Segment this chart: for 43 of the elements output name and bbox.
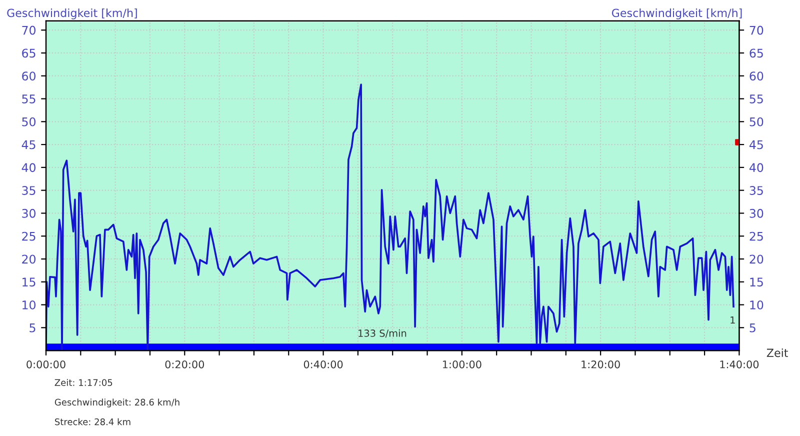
text: Geschwindigkeit: 28.6 km/h [54, 398, 180, 408]
y2-tick-label: 25 [750, 232, 763, 241]
y2-tick-label: 15 [750, 278, 763, 287]
y2-tick-label: 70 [750, 26, 764, 35]
annotation: 1 [730, 316, 735, 324]
x-tick-label: 0:00:00 [26, 360, 66, 368]
y-tick-label: 50 [22, 117, 36, 126]
text: Strecke: 28.4 km [54, 418, 130, 426]
y2-tick-label: 40 [750, 163, 764, 172]
y-tick-label: 60 [22, 72, 36, 81]
y-tick-label: 45 [22, 140, 36, 150]
y2-tick-label: 20 [750, 254, 764, 264]
y-tick-label: 10 [22, 300, 36, 310]
y2-tick-label: 55 [750, 94, 763, 104]
y-tick-label: 15 [22, 278, 36, 287]
y-tick-label: 70 [22, 26, 36, 35]
y2-tick-label: 50 [750, 117, 764, 126]
y2-tick-label: 60 [750, 72, 764, 81]
x-tick-label: 0:40:00 [304, 360, 343, 368]
y2-tick-label: 65 [750, 48, 763, 58]
y2-tick-label: 35 [750, 186, 763, 195]
y-tick-label: 20 [22, 254, 36, 264]
text: Zeit: 1:17:05 [54, 379, 112, 386]
y2-tick-label: 45 [750, 140, 763, 150]
y-axis-title: Geschwindigkeit [km/h] [7, 8, 137, 20]
y2-tick-label: 5 [750, 324, 756, 332]
y-tick-label: 5 [30, 324, 36, 332]
y-tick-label: 55 [22, 94, 36, 104]
x-tick-label: 1:00:00 [442, 360, 482, 368]
annotation: 133 S/min [358, 329, 406, 338]
y2-tick-label: 30 [750, 208, 764, 218]
line-series [46, 84, 734, 351]
x-axis-title: Zeit [766, 348, 788, 358]
x-tick-label: 1:20:00 [582, 360, 620, 368]
y2-axis-title: Geschwindigkeit [km/h] [612, 8, 742, 20]
y-tick-label: 40 [22, 163, 36, 172]
y2-tick-label: 10 [750, 300, 764, 310]
x-tick-label: 1:40:00 [720, 360, 759, 368]
x-tick-label: 0:20:00 [165, 360, 204, 368]
y-tick-label: 25 [22, 232, 36, 241]
y-tick-label: 30 [22, 208, 36, 218]
y-tick-label: 35 [22, 186, 36, 195]
y-tick-label: 65 [22, 48, 36, 58]
